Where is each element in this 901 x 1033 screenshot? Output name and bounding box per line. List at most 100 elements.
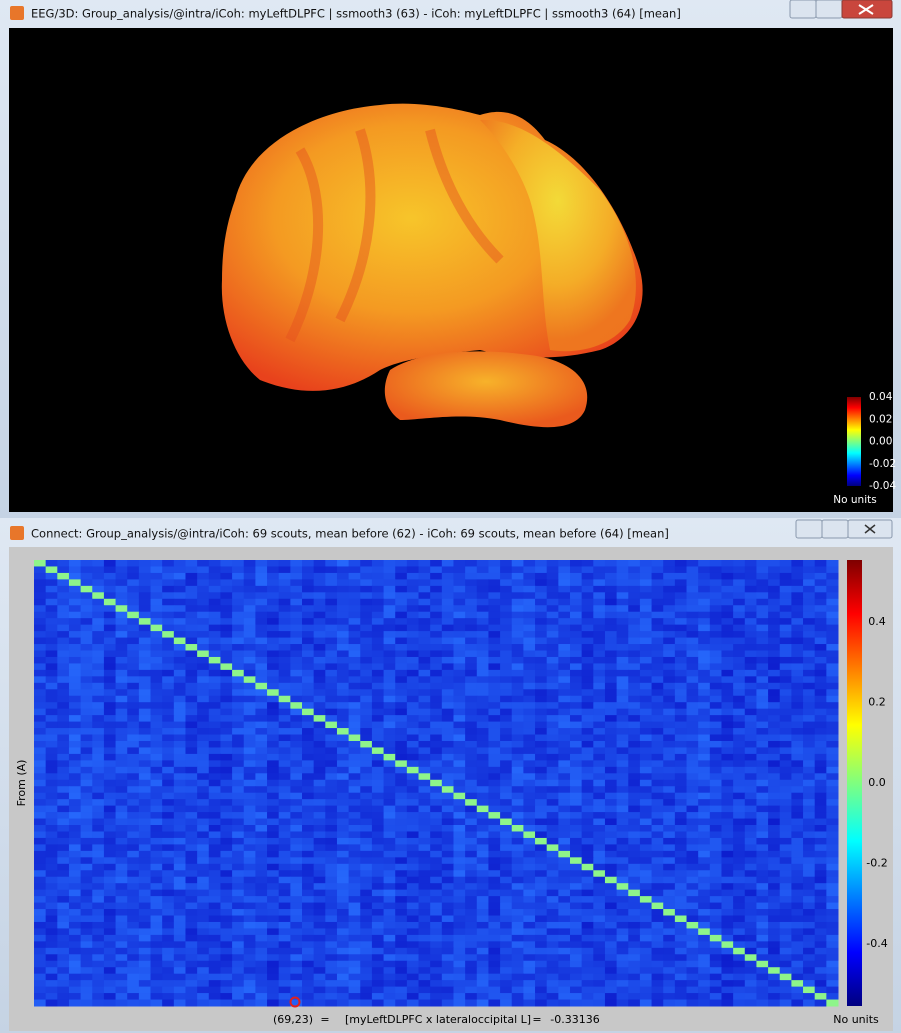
- matrix-cell: [686, 663, 699, 671]
- matrix-cell: [138, 702, 152, 710]
- matrix-cell: [814, 611, 827, 619]
- matrix-cell: [511, 773, 524, 781]
- matrix-cell: [581, 747, 594, 755]
- matrix-cell: [290, 818, 303, 826]
- matrix-cell: [45, 889, 58, 897]
- matrix-cell: [698, 786, 711, 794]
- matrix-cell: [744, 960, 757, 968]
- matrix-cell: [686, 644, 699, 651]
- matrix-cell: [709, 702, 722, 710]
- matrix-cell: [476, 560, 489, 567]
- matrix-cell: [115, 734, 128, 742]
- matrix-cell: [581, 721, 594, 729]
- matrix-cell: [616, 941, 629, 949]
- matrix-cell: [313, 721, 326, 729]
- matrix-cell: [570, 941, 583, 949]
- matrix-cell: [57, 773, 70, 781]
- matrix-cell: [383, 572, 396, 580]
- matrix-cell: [336, 844, 350, 852]
- matrix-cell: [604, 637, 618, 645]
- matrix-cell: [313, 883, 326, 891]
- matrix-cell: [639, 870, 653, 878]
- matrix-cell: [465, 728, 478, 736]
- matrix-cell: [80, 728, 93, 736]
- matrix-cell: [744, 980, 757, 988]
- matrix-cell: [663, 740, 676, 748]
- matrix-cell: [721, 915, 734, 923]
- minimize-button[interactable]: [789, 0, 817, 19]
- matrix-cell: [418, 844, 431, 852]
- matrix-cell: [208, 863, 221, 871]
- matrix-cell: [278, 721, 291, 729]
- matrix-cell: [138, 779, 152, 787]
- matrix-cell: [68, 941, 82, 949]
- matrix-cell: [581, 883, 594, 891]
- matrix-cell: [733, 876, 746, 884]
- matrix-cell: [430, 941, 443, 949]
- matrix-cell: [103, 637, 117, 645]
- matrix-cell: [674, 618, 688, 626]
- matrix-cell: [663, 715, 676, 723]
- matrix-cell: [371, 566, 385, 574]
- matrix-cell: [779, 947, 792, 955]
- matrix-cell: [581, 844, 594, 852]
- matrix-cell: [523, 909, 536, 916]
- matrix-cell: [465, 566, 478, 574]
- matrix-cell: [290, 611, 303, 619]
- matrix-cell: [663, 669, 676, 677]
- matrix-cell: [34, 870, 47, 878]
- matrix-cell: [34, 708, 47, 716]
- matrix-cell: [127, 572, 140, 580]
- matrix-cell: [488, 812, 501, 820]
- matrix-cell: [34, 993, 47, 1001]
- matrix-cell: [348, 753, 361, 761]
- matrix-cell: [383, 702, 396, 710]
- matrix-cell: [313, 831, 326, 839]
- maximize-button[interactable]: [815, 0, 843, 19]
- matrix-cell: [826, 909, 839, 916]
- matrix-cell: [313, 967, 326, 975]
- matrix-cell: [581, 663, 594, 671]
- matrix-cell: [558, 669, 571, 677]
- matrix-cell: [523, 572, 536, 580]
- matrix-cell: [360, 676, 373, 684]
- matrix-cell: [441, 947, 454, 955]
- matrix-cell: [371, 928, 385, 936]
- matrix-cell: [418, 870, 431, 878]
- matrix-cell: [733, 747, 746, 755]
- matrix-cell: [500, 572, 513, 580]
- matrix-cell: [523, 876, 536, 884]
- matrix-cell: [733, 941, 746, 949]
- matrix-cell: [616, 728, 629, 736]
- matrix-cell: [616, 624, 629, 632]
- matrix-cell: [383, 818, 396, 826]
- matrix-cell: [558, 896, 571, 904]
- matrix-cell: [197, 715, 210, 723]
- matrix-cell: [465, 980, 478, 988]
- matrix-cell: [546, 650, 559, 658]
- matrix-cell: [243, 637, 256, 645]
- matrix-cell: [255, 786, 268, 794]
- matrix-cell: [232, 669, 245, 677]
- matrix-cell: [674, 637, 688, 645]
- matrix-cell: [302, 786, 315, 794]
- matrix-cell: [395, 702, 408, 710]
- matrix-cell: [232, 689, 245, 697]
- matrix-cell: [593, 611, 606, 619]
- matrix-cell: [197, 644, 210, 651]
- matrix-cell: [593, 999, 606, 1007]
- matrix-cell: [243, 728, 256, 736]
- matrix-cell: [173, 689, 186, 697]
- maximize-button[interactable]: [821, 519, 849, 539]
- matrix-cell: [604, 663, 618, 671]
- matrix-cell: [593, 585, 606, 593]
- matrix-cell: [768, 773, 781, 781]
- matrix-cell: [674, 786, 688, 794]
- matrix-cell: [232, 708, 245, 716]
- matrix-cell: [500, 818, 513, 826]
- matrix-cell: [453, 947, 466, 955]
- matrix-cell: [302, 766, 315, 774]
- matrix-cell: [686, 799, 699, 807]
- minimize-button[interactable]: [795, 519, 823, 539]
- matrix-cell: [325, 999, 338, 1007]
